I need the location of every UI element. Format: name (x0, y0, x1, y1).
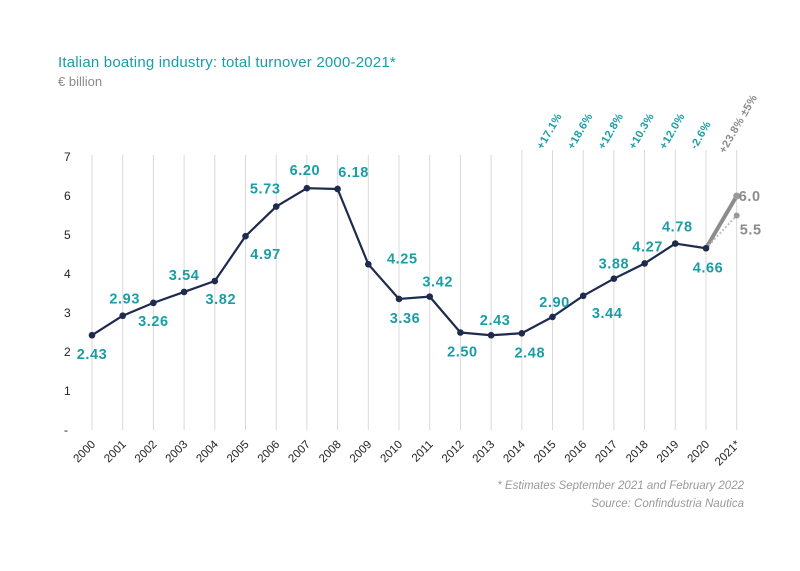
x-tick-label: 2012 (440, 439, 467, 466)
chart-unit: € billion (58, 74, 103, 89)
x-tick-label: 2001 (102, 439, 129, 466)
x-tick-label: 2018 (624, 439, 651, 466)
data-point (119, 312, 126, 320)
growth-annotation-estimate: +23.8% ±5% (717, 93, 760, 156)
data-label: 3.44 (592, 306, 623, 322)
x-tick-label: 2000 (72, 439, 99, 466)
footnote-estimates: * Estimates September 2021 and February … (497, 480, 744, 492)
data-label: 4.25 (387, 251, 418, 267)
data-label: 6.20 (290, 163, 321, 179)
data-point (426, 293, 434, 300)
data-point (272, 203, 280, 210)
growth-annotation: +12.8% (596, 111, 626, 151)
data-point (180, 288, 188, 296)
x-tick-label: 2016 (563, 439, 590, 466)
x-tick-label: 2011 (410, 439, 436, 465)
x-tick-label: 2017 (593, 439, 620, 466)
data-label: 4.97 (250, 247, 281, 263)
data-label: 5.73 (250, 182, 281, 198)
data-label: 2.93 (109, 292, 140, 308)
data-label: 2.90 (539, 295, 570, 311)
data-point (579, 292, 587, 300)
growth-annotation: +18.6% (565, 111, 595, 151)
x-tick-label: 2004 (194, 438, 221, 465)
x-tick-label: 2015 (532, 439, 559, 466)
x-tick-label: 2002 (133, 439, 160, 466)
y-tick-label: 5 (64, 228, 71, 242)
estimate-line-feb-2022 (705, 214, 738, 249)
data-point (487, 331, 495, 339)
chart-title: Italian boating industry: total turnover… (58, 54, 396, 71)
estimate-label: 6.0 (739, 189, 761, 205)
x-tick-label: 2005 (225, 439, 252, 466)
data-point (303, 184, 311, 192)
data-label: 3.88 (599, 257, 630, 273)
data-label: 2.48 (514, 345, 545, 361)
y-tick-label: 4 (64, 267, 71, 281)
y-tick-label: 1 (64, 384, 71, 398)
data-point (242, 232, 249, 240)
data-label: 6.18 (338, 165, 369, 181)
x-tick-label: 2013 (471, 439, 498, 466)
data-point (518, 329, 526, 337)
x-tick-label: 2010 (379, 439, 406, 466)
data-label: 3.54 (169, 268, 200, 284)
x-tick-label: 2020 (686, 439, 713, 466)
data-point (610, 275, 618, 282)
data-point (457, 329, 464, 336)
y-tick-label: 2 (64, 345, 71, 359)
growth-annotation: +10.3% (627, 111, 657, 151)
footnote: * Estimates September 2021 and February … (497, 477, 744, 513)
data-label: 4.66 (693, 260, 724, 276)
x-tick-label: 2006 (256, 439, 283, 466)
x-tick-label: 2019 (655, 439, 682, 466)
x-tick-label: 2007 (286, 439, 313, 466)
x-tick-label: 2021* (713, 438, 743, 468)
x-tick-label: 2003 (164, 439, 191, 466)
data-label: 4.27 (632, 239, 663, 255)
estimate-point (733, 212, 740, 219)
data-label: 2.43 (77, 347, 108, 363)
footnote-source: Source: Confindustria Nautica (591, 498, 744, 510)
y-tick-label: 6 (64, 189, 71, 203)
data-label: 3.82 (205, 292, 236, 308)
x-tick-label: 2008 (317, 439, 344, 466)
data-point (88, 331, 96, 339)
data-point (641, 260, 648, 267)
estimate-line-sep-2021 (704, 194, 739, 251)
growth-annotation: +17.1% (535, 111, 565, 151)
growth-annotation: +12.0% (658, 111, 688, 151)
y-tick-label: 7 (64, 150, 71, 164)
y-tick-label: - (64, 423, 68, 437)
data-point (365, 260, 372, 268)
data-label: 3.36 (390, 311, 421, 327)
data-point (395, 295, 403, 303)
x-tick-label: 2009 (348, 439, 375, 466)
data-point (150, 299, 157, 307)
data-point (334, 185, 341, 193)
x-tick-label: 2014 (501, 438, 528, 465)
data-label: 3.26 (138, 314, 169, 330)
data-label: 2.50 (447, 345, 478, 361)
data-point (211, 277, 219, 285)
estimate-label: 5.5 (740, 223, 762, 239)
data-point (702, 244, 710, 252)
y-tick-label: 3 (64, 306, 71, 320)
data-label: 2.43 (480, 313, 511, 329)
data-point (672, 240, 679, 247)
growth-annotation: -2.6% (688, 119, 714, 151)
data-point (549, 313, 556, 321)
data-label: 4.78 (662, 220, 693, 236)
data-label: 3.42 (422, 275, 453, 291)
estimate-point (733, 192, 741, 200)
